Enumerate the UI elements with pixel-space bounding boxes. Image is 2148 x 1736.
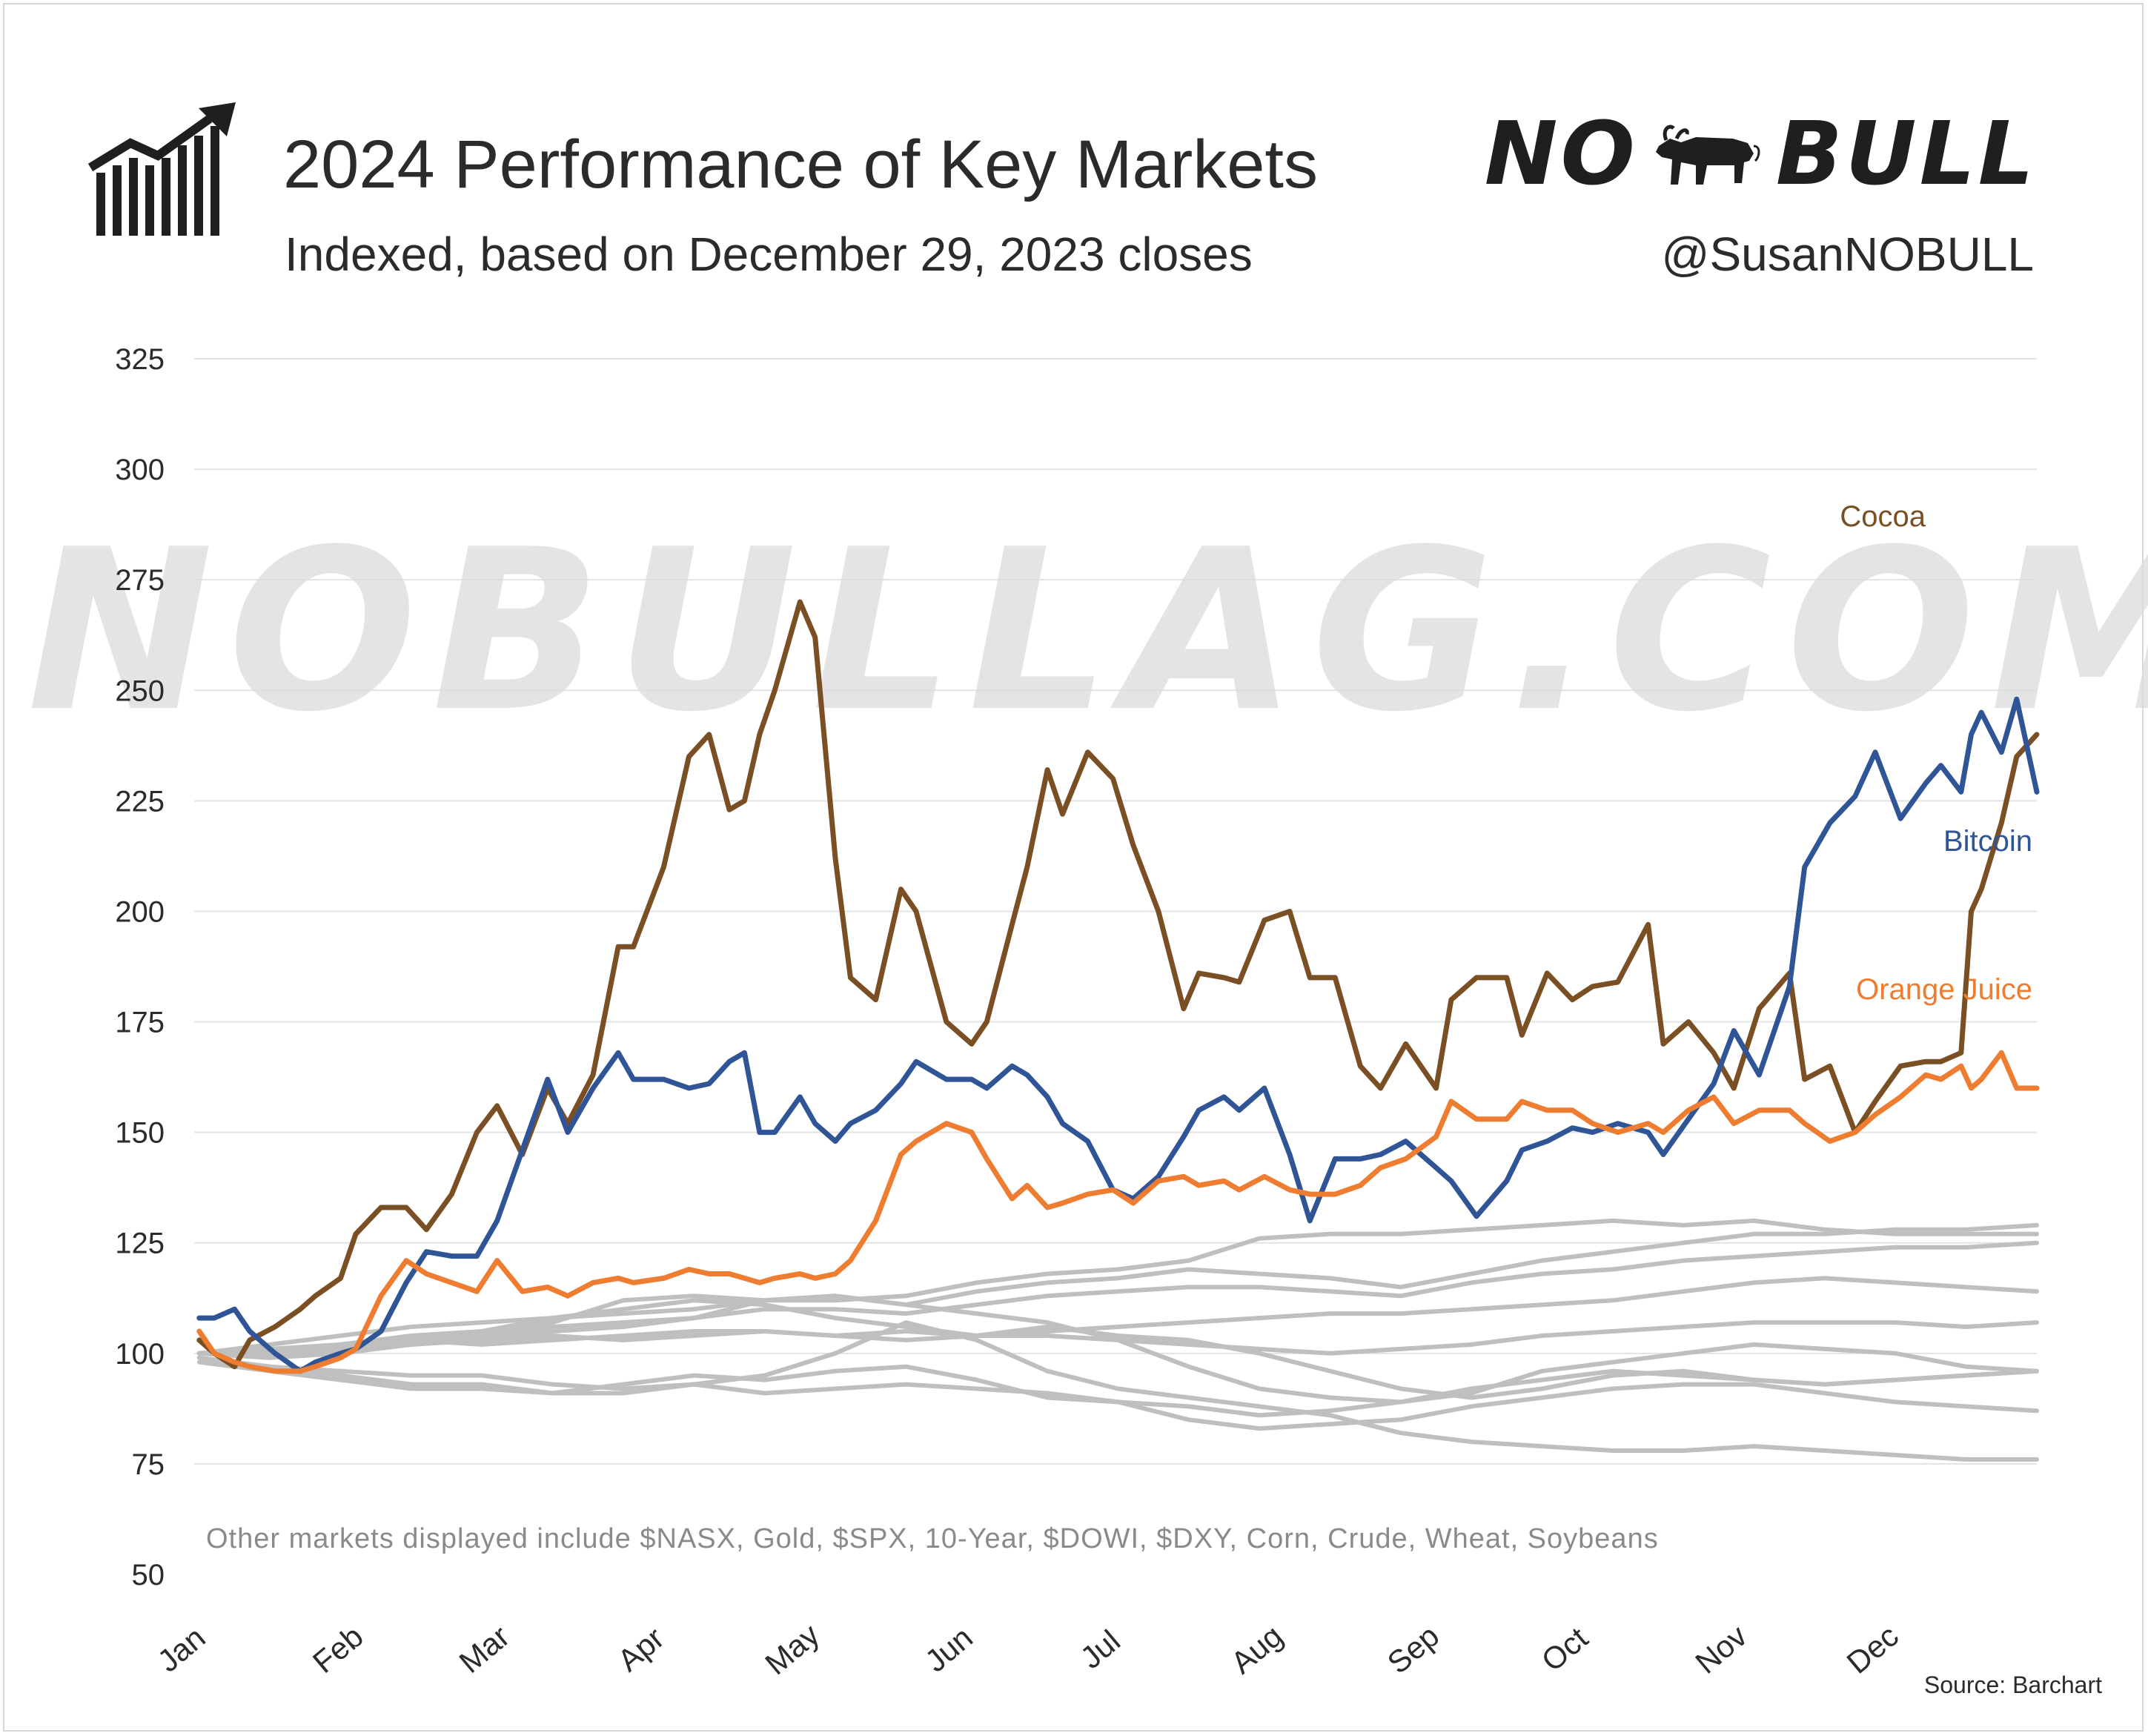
source-note: Source: Barchart	[1923, 1672, 2102, 1698]
other-markets-lines	[196, 1218, 2039, 1462]
bull-icon	[1655, 125, 1760, 185]
y-tick-label: 250	[115, 675, 165, 707]
y-axis-ticks: 50 75 100 125 150 175 200 225 250 275 300 325	[115, 343, 165, 1591]
series-line-wheat	[196, 1320, 2039, 1462]
series-line-soybeans	[196, 1355, 2039, 1418]
y-tick-label: 100	[115, 1338, 165, 1371]
series-line-dxy	[196, 1320, 2039, 1356]
brand-logo: NO BULL	[1485, 102, 2037, 205]
highlighted-market-lines	[196, 599, 2040, 1374]
gridlines	[194, 358, 2037, 1465]
series-line-nasx	[196, 1222, 2039, 1360]
y-tick-label: 200	[115, 895, 165, 928]
x-tick-label: Apr	[611, 1620, 670, 1678]
growth-chart-icon	[87, 102, 236, 236]
series-line-bitcoin	[196, 696, 2040, 1374]
series-label-bitcoin: Bitcoin	[1943, 825, 2032, 858]
x-tick-label: Sep	[1381, 1618, 1445, 1680]
y-tick-label: 125	[115, 1228, 165, 1260]
other-markets-note: Other markets displayed include $NASX, G…	[206, 1523, 1659, 1554]
y-tick-label: 150	[115, 1117, 165, 1150]
y-tick-label: 275	[115, 564, 165, 597]
chart-subtitle: Indexed, based on December 29, 2023 clos…	[285, 228, 1253, 281]
logo-text-right: BULL	[1775, 102, 2037, 205]
series-line-cocoa	[196, 599, 2040, 1370]
series-line-orange-juice	[196, 1050, 2040, 1374]
x-tick-label: Jun	[918, 1620, 979, 1679]
series-label-cocoa: Cocoa	[1840, 500, 1926, 533]
chart-title: 2024 Performance of Key Markets	[283, 127, 1318, 202]
x-tick-label: May	[758, 1617, 826, 1681]
social-handle: @SusanNOBULL	[1661, 228, 2034, 281]
border-frame	[3, 3, 2144, 1732]
series-label-orange-juice: Orange Juice	[1856, 973, 2032, 1006]
x-tick-label: Jan	[151, 1620, 212, 1679]
watermark: NOBULLAG.COM	[27, 502, 2148, 761]
y-tick-label: 300	[115, 454, 165, 486]
x-tick-label: Oct	[1535, 1620, 1595, 1678]
x-tick-label: Jul	[1074, 1623, 1127, 1676]
series-line-gold	[196, 1218, 2039, 1356]
y-tick-label: 175	[115, 1007, 165, 1039]
x-tick-label: Mar	[453, 1619, 517, 1680]
series-labels: Cocoa Bitcoin Orange Juice	[1840, 500, 2032, 1006]
x-tick-label: Aug	[1224, 1618, 1289, 1680]
x-tick-label: Feb	[306, 1619, 370, 1680]
y-tick-label: 50	[132, 1559, 165, 1591]
x-tick-label: Dec	[1840, 1618, 1905, 1680]
series-line-corn	[196, 1359, 2039, 1431]
y-tick-label: 225	[115, 785, 165, 818]
y-tick-label: 75	[132, 1448, 165, 1481]
y-tick-label: 325	[115, 343, 165, 376]
series-line-dowi	[196, 1276, 2039, 1356]
x-tick-label: Nov	[1688, 1618, 1753, 1680]
logo-text-left: NO	[1484, 102, 1638, 205]
x-axis-ticks: Jan Feb Mar Apr May Jun Jul Aug Sep Oct Nov Dec	[151, 1617, 1905, 1681]
